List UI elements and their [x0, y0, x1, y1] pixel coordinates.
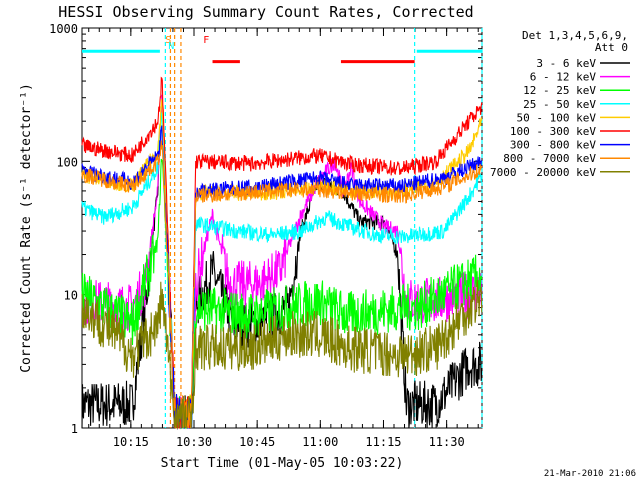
legend-label: 300 - 800 keV	[510, 139, 596, 152]
series-line	[81, 112, 483, 429]
series-line	[81, 94, 483, 429]
series-line	[81, 158, 483, 430]
y-tick-label: 10	[64, 289, 78, 303]
annotation-label: F	[203, 35, 209, 46]
chart-title: HESSI Observing Summary Count Rates, Cor…	[58, 3, 473, 21]
x-tick-label: 11:30	[429, 435, 465, 449]
legend-header-line-2: Att 0	[595, 41, 628, 54]
series-line	[81, 76, 483, 429]
legend-label: 7000 - 20000 keV	[490, 166, 596, 179]
x-tick-label: 10:15	[113, 435, 149, 449]
x-tick-label: 10:30	[176, 435, 212, 449]
series-line	[81, 279, 483, 429]
x-tick-label: 10:45	[239, 435, 275, 449]
legend-label: 800 - 7000 keV	[503, 152, 596, 165]
annotation-label: S	[165, 35, 171, 46]
legend-label: 6 - 12 keV	[530, 71, 597, 84]
footer-timestamp: 21-Mar-2010 21:06	[544, 469, 636, 479]
plot-area: SN F	[81, 28, 483, 431]
y-tick-label: 1000	[49, 22, 78, 36]
annotation-label: N	[168, 41, 174, 52]
legend-label: 50 - 100 keV	[517, 111, 597, 124]
x-axis-label: Start Time (01-May-05 10:03:22)	[161, 456, 404, 471]
legend-label: 3 - 6 keV	[536, 57, 596, 70]
y-axis-label: Corrected Count Rate (s⁻¹ detector⁻¹)	[19, 83, 34, 373]
legend-label: 100 - 300 keV	[510, 125, 596, 138]
x-tick-label: 11:00	[302, 435, 338, 449]
legend-header-line-1: Det 1,3,4,5,6,9,	[522, 29, 628, 42]
y-tick-label: 1	[71, 422, 78, 436]
y-tick-label: 100	[56, 155, 78, 169]
x-tick-label: 11:15	[365, 435, 401, 449]
series-line	[81, 140, 483, 429]
legend-label: 12 - 25 keV	[523, 84, 596, 97]
legend-label: 25 - 50 keV	[523, 98, 596, 111]
